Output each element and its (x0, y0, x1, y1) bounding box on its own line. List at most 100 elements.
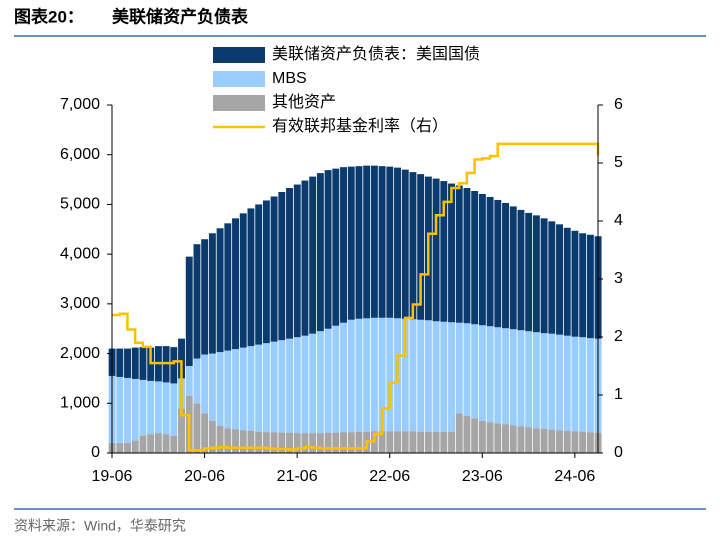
bar-segment (309, 333, 317, 434)
bar-segment (208, 353, 216, 421)
y2-tick-label: 6 (614, 96, 623, 113)
bar-segment (448, 183, 455, 323)
bar-segment (286, 338, 293, 433)
bar-segment (478, 193, 486, 326)
bar-segment (417, 319, 425, 432)
bar-segment (301, 433, 309, 453)
bar-segment (355, 318, 363, 432)
bar-segment (347, 432, 355, 453)
y-tick-label: 0 (91, 444, 100, 461)
bar-segment (540, 428, 548, 453)
bar-segment (571, 230, 579, 337)
bar-segment (255, 204, 263, 345)
legend-label: 其他资产 (272, 93, 336, 111)
bar-segment (532, 215, 540, 333)
bar-segment (525, 212, 533, 332)
bar-segment (139, 347, 147, 380)
bar-segment (324, 328, 332, 433)
bar-segment (517, 426, 525, 453)
bar-segment (563, 335, 571, 431)
bar-segment (262, 200, 270, 344)
bar-segment (424, 431, 432, 453)
source: 资料来源：Wind，华泰研究 (14, 518, 186, 534)
bar-segment (548, 429, 556, 453)
bar-segment (232, 218, 239, 350)
bar-segment (432, 178, 440, 322)
bar-segment (370, 317, 378, 432)
chart-title: 美联储资产负债表 (112, 6, 249, 26)
bar-segment (424, 320, 432, 432)
legend-swatch (213, 95, 265, 111)
bar-segment (347, 166, 355, 320)
bar-segment (247, 430, 255, 453)
bar-segment (432, 321, 440, 432)
y2-tick-label: 4 (614, 212, 623, 229)
y2-tick-label: 2 (614, 328, 623, 345)
bar-segment (178, 338, 185, 379)
bar-segment (378, 431, 386, 453)
bar-segment (332, 325, 340, 433)
bar-segment (216, 228, 224, 353)
bar-segment (532, 428, 540, 453)
bar-segment (170, 383, 178, 436)
bar-segment (262, 343, 270, 433)
bar-segment (509, 425, 517, 453)
bar-segment (262, 432, 270, 453)
bar-segment (455, 413, 463, 453)
bar-segment (216, 352, 224, 426)
y-tick-label: 7,000 (60, 96, 100, 113)
bar-segment (455, 185, 463, 323)
legend-label: 美联储资产负债表：美国国债 (272, 45, 480, 63)
bar-segment (286, 188, 293, 339)
bar-segment (332, 168, 340, 326)
bar-segment (208, 233, 216, 354)
bar-segment (340, 432, 347, 453)
bar-segment (579, 233, 587, 338)
bar-segment (394, 167, 401, 319)
bar-segment (548, 221, 556, 334)
bar-segment (278, 192, 286, 341)
bar-segment (502, 202, 509, 329)
bar-segment (478, 325, 486, 421)
bar-segment (247, 208, 255, 347)
bar-segment (270, 432, 278, 453)
bar-segment (586, 234, 594, 339)
bar-segment (563, 227, 571, 336)
bar-segment (517, 330, 525, 427)
bar-segment (494, 199, 502, 328)
bar-segment (270, 341, 278, 433)
bar-segment (309, 176, 317, 334)
bar-segment (278, 432, 286, 453)
bar-segment (255, 431, 263, 453)
y2-tick-label: 3 (614, 270, 623, 287)
bar-segment (201, 354, 209, 414)
y-tick-label: 3,000 (60, 295, 100, 312)
bar-segment (579, 337, 587, 432)
bar-segment (471, 418, 479, 453)
bar-segment (563, 430, 571, 453)
bar-segment (571, 336, 579, 432)
bar-segment (154, 381, 162, 434)
y-tick-label: 6,000 (60, 146, 100, 163)
bar-segment (409, 172, 417, 320)
y-tick-label: 5,000 (60, 196, 100, 213)
bar-segment (232, 429, 239, 453)
bar-segment (162, 382, 170, 435)
bar-segment (525, 427, 533, 453)
bar-segment (556, 334, 563, 431)
bar-segment (355, 166, 363, 319)
bar-segment (548, 333, 556, 430)
bar-segment (363, 165, 371, 319)
bar-segment (571, 431, 579, 453)
y-tick-label: 4,000 (60, 245, 100, 262)
bar-segment (417, 174, 425, 320)
bar-segment (170, 347, 178, 384)
bar-segment (463, 188, 471, 324)
bar-segment (440, 431, 448, 453)
bar-segment (116, 443, 124, 453)
bar-segment (340, 167, 347, 323)
bar-segment (332, 432, 340, 453)
y-tick-label: 1,000 (60, 395, 100, 412)
bar-segment (316, 173, 324, 332)
